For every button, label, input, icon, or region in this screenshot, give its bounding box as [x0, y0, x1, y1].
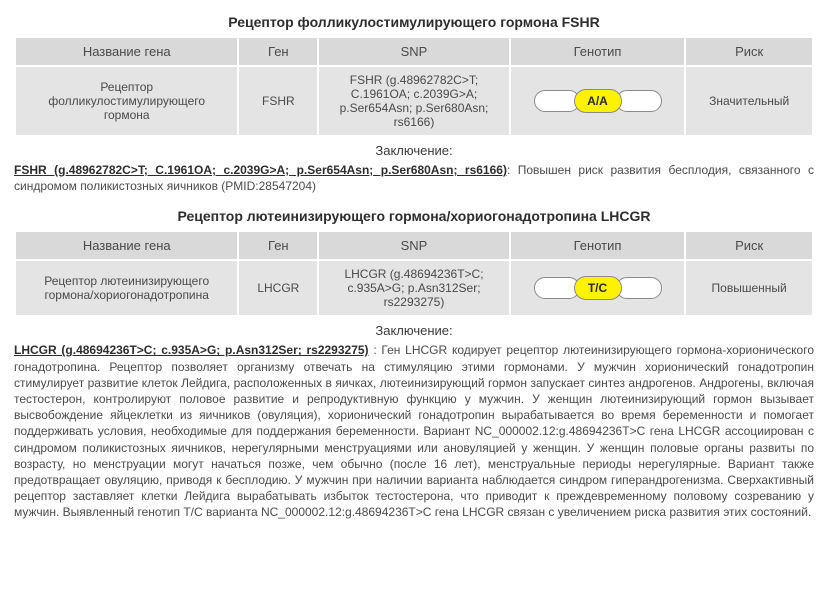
section2-table: Название гена Ген SNP Генотип Риск Рецеп…: [14, 230, 814, 317]
th-name: Название гена: [15, 37, 238, 66]
section1-table: Название гена Ген SNP Генотип Риск Рецеп…: [14, 36, 814, 137]
th-genotype: Генотип: [510, 231, 686, 260]
cell-snp: LHCGR (g.48694236T>C; c.935A>G; p.Asn312…: [318, 260, 510, 316]
cell-risk: Повышенный: [685, 260, 813, 316]
table-row: Рецептор фолликулостимулирующего гормона…: [15, 66, 813, 136]
th-gene: Ген: [238, 231, 318, 260]
cell-name: Рецептор фолликулостимулирующего гормона: [15, 66, 238, 136]
section2-conclusion-label: Заключение:: [14, 323, 814, 338]
table-header-row: Название гена Ген SNP Генотип Риск: [15, 37, 813, 66]
th-risk: Риск: [685, 231, 813, 260]
section1-conclusion-label: Заключение:: [14, 143, 814, 158]
th-name: Название гена: [15, 231, 238, 260]
genotype-value: T/C: [574, 276, 622, 300]
section2-conclusion-text: : Ген LHCGR кодирует рецептор лютеинизир…: [14, 343, 814, 519]
table-header-row: Название гена Ген SNP Генотип Риск: [15, 231, 813, 260]
genotype-pill-left: [534, 277, 580, 299]
section1-conclusion-body: FSHR (g.48962782C>T; C.1961OA; c.2039G>A…: [14, 162, 814, 194]
cell-genotype: A/A: [510, 66, 686, 136]
section1-conclusion-lead: FSHR (g.48962782C>T; C.1961OA; c.2039G>A…: [14, 163, 507, 177]
section1-title: Рецептор фолликулостимулирующего гормона…: [14, 14, 814, 30]
genotype-pill-left: [534, 90, 580, 112]
cell-name: Рецептор лютеинизирующего гормона/хориог…: [15, 260, 238, 316]
th-risk: Риск: [685, 37, 813, 66]
cell-risk: Значительный: [685, 66, 813, 136]
cell-snp: FSHR (g.48962782C>T; C.1961OA; c.2039G>A…: [318, 66, 510, 136]
th-gene: Ген: [238, 37, 318, 66]
cell-gene: FSHR: [238, 66, 318, 136]
table-row: Рецептор лютеинизирующего гормона/хориог…: [15, 260, 813, 316]
th-genotype: Генотип: [510, 37, 686, 66]
section2-conclusion-lead: LHCGR (g.48694236T>C; c.935A>G; p.Asn312…: [14, 343, 369, 357]
th-snp: SNP: [318, 37, 510, 66]
section2-conclusion-body: LHCGR (g.48694236T>C; c.935A>G; p.Asn312…: [14, 342, 814, 520]
section2-title: Рецептор лютеинизирующего гормона/хориог…: [14, 208, 814, 224]
cell-gene: LHCGR: [238, 260, 318, 316]
genotype-pill-right: [616, 277, 662, 299]
cell-genotype: T/C: [510, 260, 686, 316]
genotype-value: A/A: [574, 89, 622, 113]
th-snp: SNP: [318, 231, 510, 260]
genotype-pill-right: [616, 90, 662, 112]
